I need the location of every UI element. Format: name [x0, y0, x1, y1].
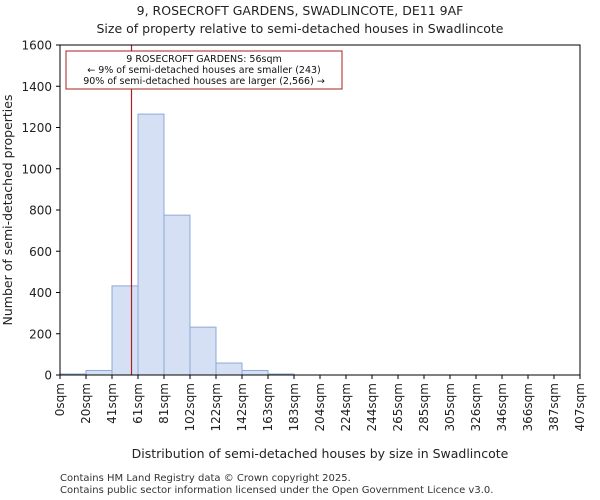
footer-licence: Contains public sector information licen…	[60, 485, 494, 496]
x-tick-label: 61sqm	[131, 383, 145, 424]
y-tick-label: 1000	[21, 162, 52, 176]
chart-subtitle: Size of property relative to semi-detach…	[96, 21, 504, 36]
x-tick-label: 326sqm	[469, 383, 483, 431]
x-tick-label: 81sqm	[157, 383, 171, 424]
y-tick-label: 1200	[21, 121, 52, 135]
x-tick-label: 142sqm	[235, 383, 249, 431]
y-tick-label: 800	[29, 204, 52, 218]
y-tick-label: 1600	[21, 39, 52, 53]
x-tick-label: 387sqm	[547, 383, 561, 431]
x-tick-label: 285sqm	[417, 383, 431, 431]
y-tick-label: 600	[29, 245, 52, 259]
x-tick-label: 0sqm	[53, 383, 67, 416]
annotation-line-1: 9 ROSECROFT GARDENS: 56sqm	[126, 54, 281, 65]
x-tick-label: 346sqm	[495, 383, 509, 431]
y-tick-label: 0	[44, 369, 52, 383]
x-tick-label: 102sqm	[183, 383, 197, 431]
chart-title: 9, ROSECROFT GARDENS, SWADLINCOTE, DE11 …	[136, 3, 464, 18]
y-tick-label: 200	[29, 327, 52, 341]
x-tick-label: 244sqm	[365, 383, 379, 431]
y-axis-label: Number of semi-detached properties	[0, 95, 15, 326]
annotation-box	[65, 50, 343, 90]
y-tick-label: 1400	[21, 80, 52, 94]
y-tick-label: 400	[29, 286, 52, 300]
x-tick-label: 407sqm	[573, 383, 587, 431]
bar	[189, 326, 217, 376]
footer-copyright: Contains HM Land Registry data © Crown c…	[60, 473, 351, 484]
y-axis: 0 200 400 600 800 1000 1200 1400 1600	[21, 39, 60, 383]
x-tick-label: 183sqm	[287, 383, 301, 431]
x-tick-label: 163sqm	[261, 383, 275, 431]
plot-frame	[59, 44, 581, 376]
x-axis-label: Distribution of semi-detached houses by …	[132, 446, 509, 461]
x-tick-label: 265sqm	[391, 383, 405, 431]
annotation-line-2: ← 9% of semi-detached houses are smaller…	[87, 65, 321, 76]
annotation-line-3: 90% of semi-detached houses are larger (…	[83, 76, 325, 87]
x-tick-label: 366sqm	[521, 383, 535, 431]
bar	[215, 362, 243, 376]
x-tick-label: 41sqm	[105, 383, 119, 424]
bar	[163, 214, 191, 376]
bar	[111, 285, 139, 376]
x-tick-label: 224sqm	[339, 383, 353, 431]
x-tick-label: 122sqm	[209, 383, 223, 431]
x-axis: 0sqm 20sqm 41sqm 61sqm 81sqm 102sqm 122sqm 142s…	[53, 375, 587, 431]
bars-group	[59, 113, 295, 376]
bar	[241, 369, 269, 376]
x-tick-label: 204sqm	[313, 383, 327, 431]
bar	[85, 369, 113, 376]
bar	[137, 113, 165, 376]
x-tick-label: 20sqm	[79, 383, 93, 424]
x-tick-label: 305sqm	[443, 383, 457, 431]
